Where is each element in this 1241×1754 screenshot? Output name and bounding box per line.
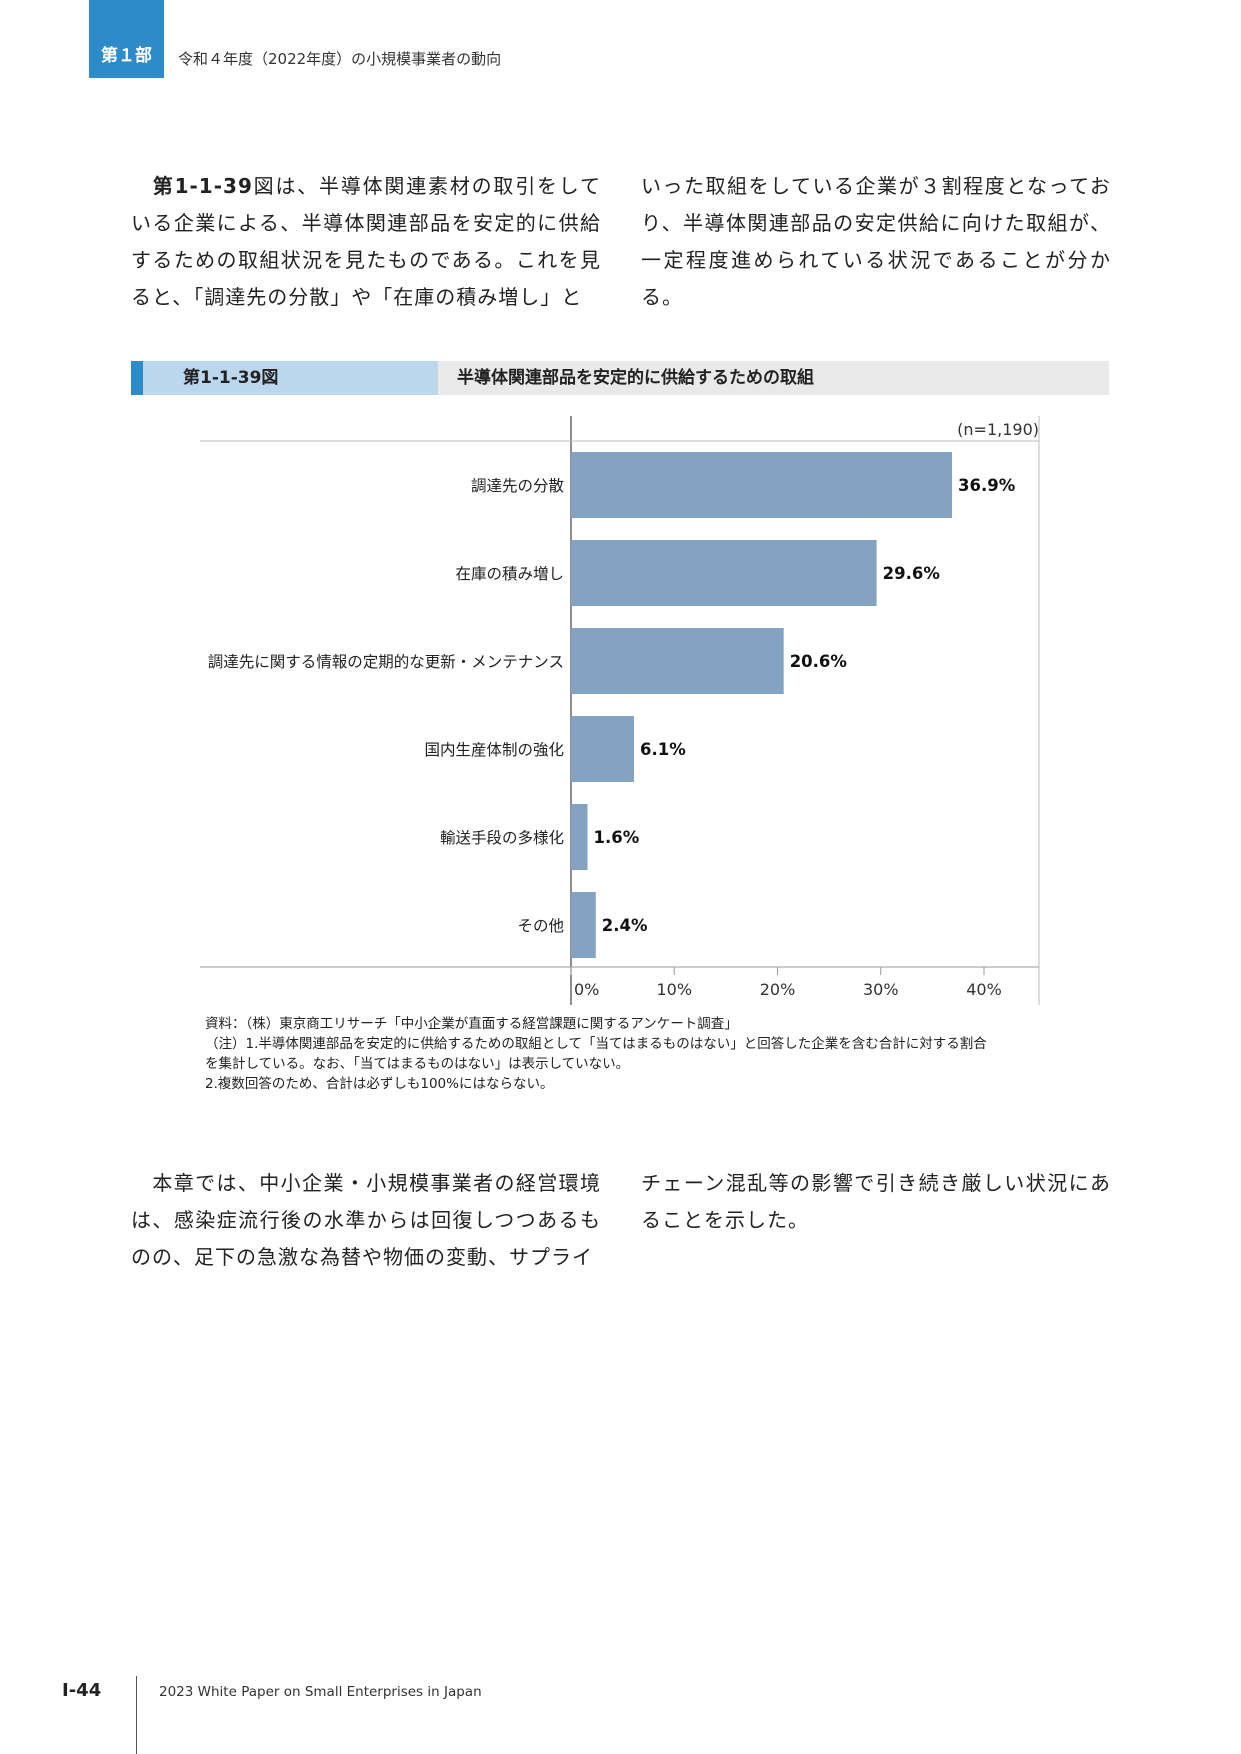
bar xyxy=(571,892,596,958)
data-label: 29.6% xyxy=(883,564,941,583)
data-label: 36.9% xyxy=(958,476,1016,495)
data-label: 2.4% xyxy=(602,916,648,935)
bar xyxy=(571,540,877,606)
x-tick-label: 30% xyxy=(863,980,899,999)
data-label: 1.6% xyxy=(594,828,640,847)
note-source: 資料：（株）東京商工リサーチ「中小企業が直面する経営課題に関するアンケート調査」 xyxy=(205,1016,738,1032)
category-label: 調達先の分散 xyxy=(471,477,564,495)
x-tick-label: 40% xyxy=(966,980,1002,999)
part-tab: 第１部 xyxy=(89,0,164,78)
bar xyxy=(571,804,588,870)
footer-publication: 2023 White Paper on Small Enterprises in… xyxy=(159,1684,482,1700)
x-tick-label: 20% xyxy=(760,980,796,999)
intro-left-column: 第1-1-39図は、半導体関連素材の取引をしている企業による、半導体関連部品を安… xyxy=(131,168,601,316)
category-label: 輸送手段の多様化 xyxy=(440,829,564,847)
intro-right-text: いった取組をしている企業が３割程度となっており、半導体関連部品の安定供給に向けた… xyxy=(641,174,1111,309)
x-tick-label: 0% xyxy=(574,980,599,999)
bar xyxy=(571,628,784,694)
closing-left-text: 本章では、中小企業・小規模事業者の経営環境は、感染症流行後の水準からは回復しつつ… xyxy=(131,1171,602,1269)
data-label: 20.6% xyxy=(790,652,848,671)
figure-accent xyxy=(131,361,143,395)
page-number: Ⅰ-44 xyxy=(62,1680,102,1701)
footer-divider xyxy=(136,1676,137,1754)
category-label: 調達先に関する情報の定期的な更新・メンテナンス xyxy=(208,653,564,671)
sample-size-annotation: (n=1,190) xyxy=(957,420,1039,439)
closing-left-column: 本章では、中小企業・小規模事業者の経営環境は、感染症流行後の水準からは回復しつつ… xyxy=(131,1165,601,1276)
category-label: 国内生産体制の強化 xyxy=(424,741,564,759)
figure-caption-bar: 第1-1-39図 半導体関連部品を安定的に供給するための取組 xyxy=(131,361,1109,395)
category-label: その他 xyxy=(517,917,564,935)
figure-reference: 第1-1-39 xyxy=(152,174,253,198)
closing-right-text: チェーン混乱等の影響で引き続き厳しい状況にあることを示した。 xyxy=(641,1171,1111,1232)
bar xyxy=(571,452,952,518)
note-1: （注）1.半導体関連部品を安定的に供給するための取組として「当てはまるものはない… xyxy=(205,1036,987,1052)
category-label: 在庫の積み増し xyxy=(455,565,564,583)
bar xyxy=(571,716,634,782)
figure-notes: 資料：（株）東京商工リサーチ「中小企業が直面する経営課題に関するアンケート調査」… xyxy=(205,1014,1085,1094)
figure-title: 半導体関連部品を安定的に供給するための取組 xyxy=(457,368,814,388)
closing-right-column: チェーン混乱等の影響で引き続き厳しい状況にあることを示した。 xyxy=(641,1165,1111,1239)
intro-left-text: 図は、半導体関連素材の取引をしている企業による、半導体関連部品を安定的に供給する… xyxy=(131,174,601,309)
data-label: 6.1% xyxy=(640,740,686,759)
running-header: 令和４年度（2022年度）の小規模事業者の動向 xyxy=(178,50,502,68)
note-1-continued: を集計している。なお、「当てはまるものはない」は表示していない。 xyxy=(205,1056,630,1072)
x-tick-label: 10% xyxy=(656,980,692,999)
intro-right-column: いった取組をしている企業が３割程度となっており、半導体関連部品の安定供給に向けた… xyxy=(641,168,1111,316)
figure-number: 第1-1-39図 xyxy=(143,361,438,395)
note-2: 2.複数回答のため、合計は必ずしも100%にはならない。 xyxy=(205,1076,554,1092)
